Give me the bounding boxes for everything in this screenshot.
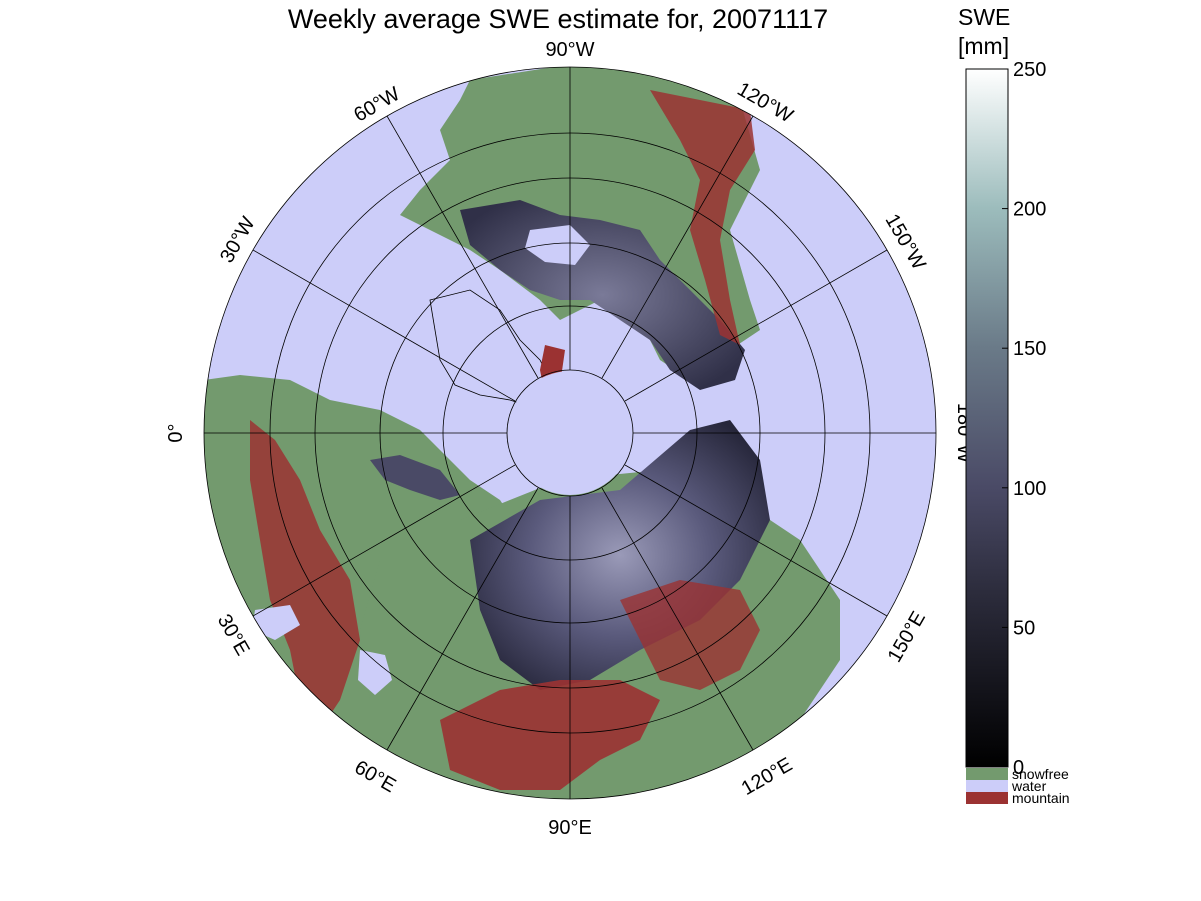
mountain-east-asia	[620, 580, 760, 690]
colorbar-tick-label: 100	[1013, 478, 1046, 500]
mountain-central-asia	[440, 680, 660, 790]
colorbar-tick-label: 200	[1013, 199, 1046, 221]
category-swatch-snowfree	[966, 768, 1008, 780]
colorbar-tick-label: 50	[1013, 617, 1035, 639]
colorbar-ticks: 0 50 100 150 200 250	[1002, 59, 1046, 779]
lon-label-90w: 90°W	[545, 39, 594, 61]
colorbar-title: SWE [mm]	[958, 3, 1010, 61]
category-swatch-water	[966, 780, 1008, 792]
category-label-snowfree: snowfree	[1012, 766, 1069, 782]
mountain-rockies	[650, 90, 755, 345]
water-caspian	[358, 650, 392, 695]
snow-scandinavia	[370, 455, 460, 500]
colorbar-gradient	[965, 68, 1009, 768]
water-hudson	[525, 225, 590, 265]
graticule	[203, 66, 937, 800]
map-title: Weekly average SWE estimate for, 2007111…	[287, 4, 829, 34]
lon-label-90e: 90°E	[548, 817, 592, 839]
category-label-mountain: mountain	[1012, 790, 1070, 806]
colorbar-title-line2: [mm]	[958, 33, 1010, 59]
colorbar-tick-label: 0	[1013, 757, 1024, 779]
water-black-sea	[252, 605, 300, 640]
lon-label-0: 0°	[165, 423, 187, 442]
category-label-water: water	[1011, 778, 1047, 794]
colorbar-tick-label: 150	[1013, 338, 1046, 360]
arctic-ocean	[508, 371, 632, 495]
category-swatch-mountain	[966, 792, 1008, 804]
map-disk	[204, 67, 936, 799]
colorbar-tick-label: 250	[1013, 59, 1046, 81]
mountain-europe	[250, 420, 360, 730]
colorbar-title-line1: SWE	[958, 4, 1011, 30]
